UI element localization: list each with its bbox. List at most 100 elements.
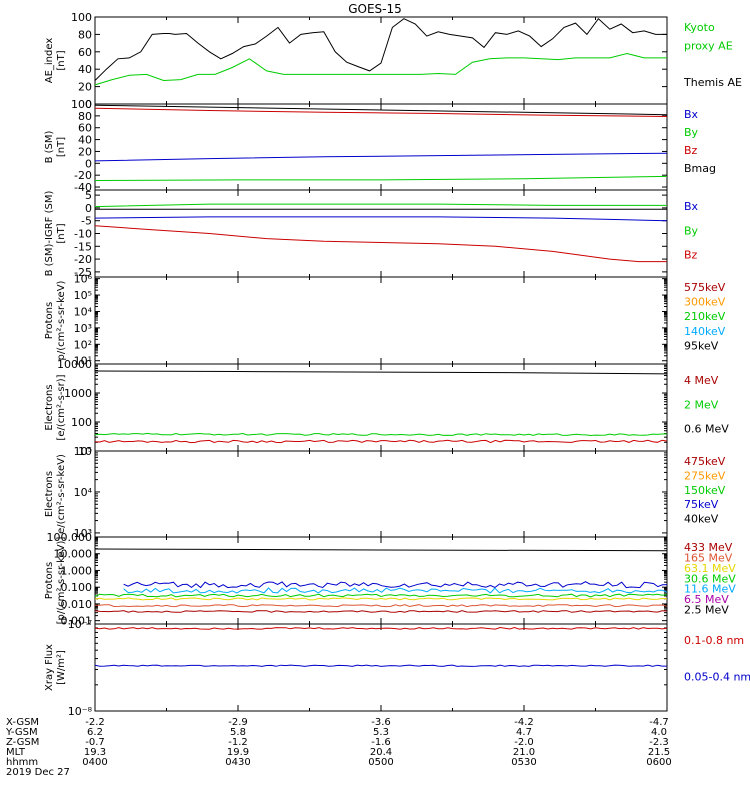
y-tick-label: -25 (74, 266, 92, 279)
footer-value: -4.2 (514, 717, 534, 728)
legend-entry: 11.6 MeV (684, 583, 736, 596)
y-tick-label: 60 (78, 122, 92, 135)
panel-frame (94, 16, 668, 105)
y-tick-label: -10 (74, 228, 92, 241)
legend-entry: 150keV (684, 484, 726, 497)
legend-entry: 30.6 MeV (684, 572, 736, 585)
y-tick-label: 10⁴ (74, 486, 93, 499)
series-line-green (94, 593, 668, 598)
panel-frame (94, 103, 668, 191)
legend-entry: Bz (684, 249, 698, 262)
legend-entry: 2 MeV (684, 398, 719, 411)
series-line-cyan (123, 587, 668, 594)
panel-5: 10 100 1000 10000 Electrons [e/(cm²-s-sr)] 4 M… (44, 358, 729, 458)
y-axis-label: [W/m²] (56, 650, 67, 685)
legend-entry: Bx (684, 108, 699, 121)
footer-value: -4.7 (649, 717, 669, 728)
footer-value: 0530 (511, 757, 536, 768)
y-tick-label: 10³ (74, 527, 92, 540)
legend-entry: 0.6 MeV (684, 423, 729, 436)
footer-value: -1.6 (371, 737, 391, 748)
y-tick-label: -5 (81, 215, 92, 228)
y-tick-label: 10⁻⁷ (68, 618, 92, 631)
y-tick-label: -20 (74, 169, 92, 182)
panel-1: 0 20 40 60 80 100 AE_index [nT] Kyoto proxy AE The… (44, 11, 742, 111)
y-axis-label: [nT] (56, 223, 67, 243)
y-tick-label: 10³ (74, 322, 92, 335)
y-axis-label: AE_index (44, 38, 55, 84)
footer-value: 20.4 (370, 747, 392, 758)
series-line-blue (94, 152, 668, 162)
footer-row-label: Z-GSM (6, 737, 39, 748)
legend-entry: 575keV (684, 281, 726, 294)
y-tick-label: 10⁵ (74, 289, 92, 302)
series-line-black (94, 104, 668, 116)
y-tick-label: 10⁶ (74, 273, 93, 286)
panel-7: 0.001 0.010 0.100 1.000 10.000 100.000 Protons… (44, 531, 736, 628)
y-tick-label: 60 (78, 46, 92, 59)
y-axis-label: B (SM) (44, 130, 55, 163)
footer-value: -0.7 (85, 737, 105, 748)
y-axis-label: Electrons (44, 471, 55, 517)
footer-row-label: X-GSM (6, 717, 39, 728)
y-tick-label: 40 (78, 63, 92, 76)
y-axis-label: p/(cm²-s-sr-keV) (56, 280, 67, 360)
footer-row-label: hhmm (6, 757, 38, 768)
legend-entry: Themis AE (683, 76, 742, 89)
footer-value: 21.5 (648, 747, 670, 758)
series-line-green (94, 432, 668, 437)
y-tick-label: 10000 (57, 358, 92, 371)
panel-frame (94, 363, 668, 452)
legend-entry: By (684, 224, 699, 237)
y-tick-label: 0 (85, 98, 92, 111)
footer-value: 19.9 (227, 747, 249, 758)
y-tick-label: 80 (78, 28, 92, 41)
legend-entry: 0.05-0.4 nm (684, 671, 750, 684)
y-tick-label: 0.001 (61, 615, 93, 628)
series-line-black (94, 17, 667, 81)
y-axis-label: Protons (44, 302, 55, 339)
y-tick-label: 100.000 (47, 531, 93, 544)
panel-frame (94, 623, 668, 712)
y-tick-label: 0 (85, 202, 92, 215)
legend-entry: 2.5 MeV (684, 604, 729, 617)
y-tick-label: 80 (78, 110, 92, 123)
panel-6: 10³ 10⁴ 10⁵ Electrons e/(cm²-s-sr-keV) 475keV… (44, 445, 726, 540)
y-tick-label: 0 (85, 157, 92, 170)
footer-value: 5.8 (230, 727, 246, 738)
y-tick-label: 20 (78, 81, 92, 94)
series-line-red (94, 626, 668, 630)
y-tick-label: 10 (78, 445, 92, 458)
y-tick-label: 10¹ (74, 355, 92, 368)
y-tick-label: 1.000 (61, 564, 93, 577)
legend-entry: 0.1-0.8 nm (684, 634, 744, 647)
y-axis-label: [p/(cm²-s-sr-keV)] (56, 537, 67, 625)
footer-value: -3.6 (371, 717, 391, 728)
legend-entry: 95keV (684, 339, 719, 352)
footer-value: 6.2 (87, 727, 103, 738)
footer-value: 0500 (368, 757, 393, 768)
footer-value: 0600 (646, 757, 671, 768)
legend-entry: 40keV (684, 513, 719, 526)
y-axis-label: [e/(cm²-s-sr)] (56, 374, 67, 440)
footer-value: -2.0 (514, 737, 534, 748)
series-line-blue (94, 664, 667, 667)
legend-entry: 275keV (684, 469, 726, 482)
y-tick-label: 5 (85, 189, 92, 202)
legend-entry: 475keV (684, 455, 726, 468)
y-tick-label: 10.000 (54, 548, 93, 561)
legend-entry: By (684, 126, 699, 139)
y-axis-label: e/(cm²-s-sr-keV) (56, 454, 67, 534)
footer-row-label: Y-GSM (5, 727, 38, 738)
footer-value: -1.2 (228, 737, 248, 748)
panel-frame (94, 189, 668, 278)
series-line-red (94, 107, 668, 117)
y-tick-label: 100 (71, 416, 92, 429)
series-line-blue (123, 581, 668, 589)
y-tick-label: 1000 (64, 387, 92, 400)
footer-date: 2019 Dec 27 (6, 767, 70, 778)
